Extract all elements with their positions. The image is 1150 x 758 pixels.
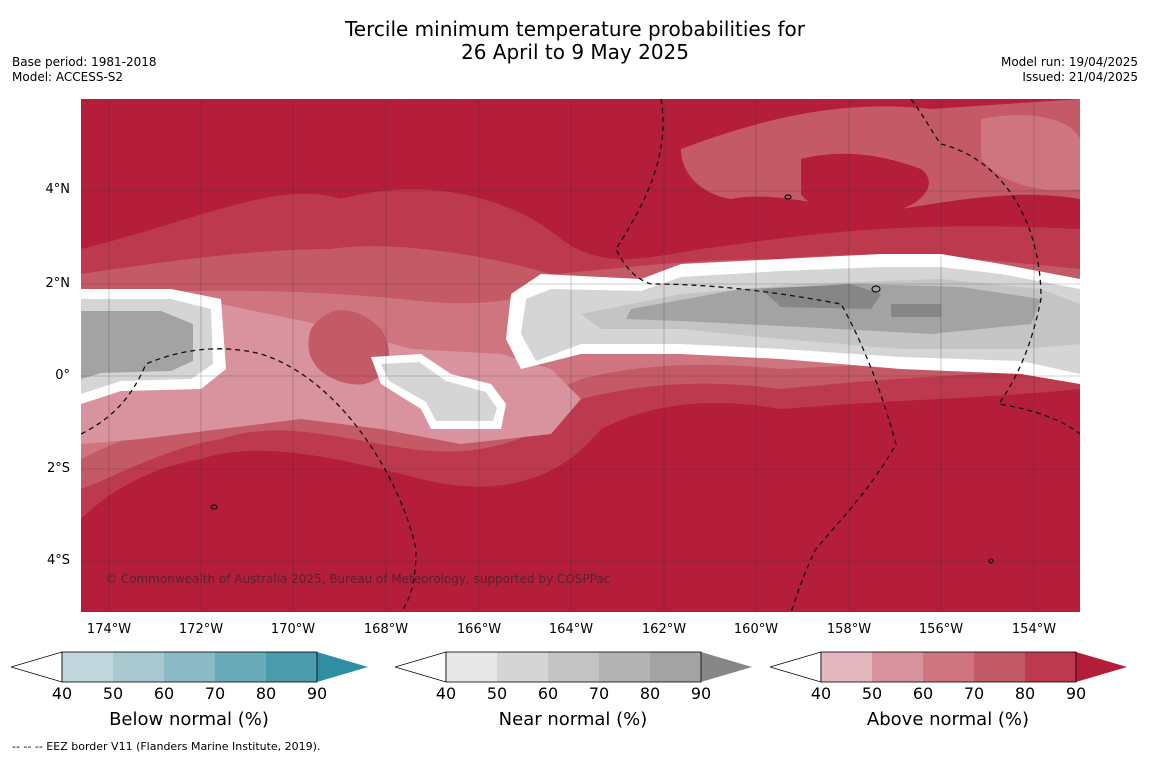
- eez-borders: [81, 99, 1080, 612]
- lon-label-172w: 172°W: [178, 622, 224, 637]
- colorbar-near-normal: [393, 651, 753, 687]
- swatch-near-80: [650, 652, 701, 682]
- tick-near-90: 90: [690, 684, 712, 703]
- model-run: Model run: 19/04/2025: [1000, 55, 1138, 69]
- colorbar-above-graphic: [768, 651, 1127, 683]
- near-normal-80: [626, 284, 1041, 334]
- lon-label-164w: 164°W: [548, 622, 594, 637]
- swatch-below-40: [62, 652, 113, 682]
- lat-label-4n: 4°N: [45, 182, 71, 197]
- chart-title: Tercile minimum temperature probabilitie…: [0, 18, 1150, 64]
- swatch-below-90: [317, 652, 368, 682]
- tick-near-70: 70: [588, 684, 610, 703]
- swatch-above-50: [872, 652, 923, 682]
- lat-label-4s: 4°S: [46, 553, 70, 568]
- swatch-near-60: [548, 652, 599, 682]
- tick-near-50: 50: [486, 684, 508, 703]
- lon-label-160w: 160°W: [733, 622, 779, 637]
- near-normal-90-patch: [891, 304, 941, 317]
- tick-above-70: 70: [963, 684, 985, 703]
- swatch-above-80: [1025, 652, 1076, 682]
- tick-below-50: 50: [102, 684, 124, 703]
- tick-above-50: 50: [861, 684, 883, 703]
- lon-label-158w: 158°W: [826, 622, 872, 637]
- colorbar-above-normal: [768, 651, 1128, 687]
- swatch-below-70: [215, 652, 266, 682]
- lon-label-154w: 154°W: [1011, 622, 1057, 637]
- meta-left: Base period: 1981-2018 Model: ACCESS-S2: [12, 55, 157, 85]
- tick-near-40: 40: [435, 684, 457, 703]
- lon-label-166w: 166°W: [456, 622, 502, 637]
- meta-right: Model run: 19/04/2025 Issued: 21/04/2025: [1001, 55, 1138, 85]
- islands: [210, 194, 994, 564]
- colorbar-below-normal: [9, 651, 369, 687]
- eez-footnote: -- -- -- EEZ border V11 (Flanders Marine…: [12, 740, 321, 753]
- tick-below-60: 60: [153, 684, 175, 703]
- swatch-above-90: [1076, 652, 1127, 682]
- title-line-2: 26 April to 9 May 2025: [461, 40, 689, 64]
- colorbar-above-label: Above normal (%): [866, 709, 1030, 730]
- tick-above-80: 80: [1014, 684, 1036, 703]
- region-above-90-north: [801, 153, 929, 215]
- region-above-70-north: [681, 99, 1080, 210]
- tick-below-80: 80: [255, 684, 277, 703]
- swatch-below-60: [164, 652, 215, 682]
- region-above-70-patch: [308, 310, 390, 385]
- near-normal-90: [761, 284, 881, 309]
- lon-label-168w: 168°W: [363, 622, 409, 637]
- tick-near-80: 80: [639, 684, 661, 703]
- near-normal-west-80: [81, 311, 193, 379]
- lat-label-equator: 0°: [55, 368, 70, 383]
- lon-label-174w: 174°W: [86, 622, 132, 637]
- swatch-below-80: [266, 652, 317, 682]
- probability-map: [81, 99, 1080, 612]
- tick-near-60: 60: [537, 684, 559, 703]
- map-canvas: [81, 99, 1080, 612]
- map-credit: © Commonwealth of Australia 2025, Bureau…: [105, 572, 611, 586]
- swatch-above-60: [923, 652, 974, 682]
- title-line-1: Tercile minimum temperature probabilitie…: [344, 17, 806, 41]
- lon-label-156w: 156°W: [918, 622, 964, 637]
- base-period: Base period: 1981-2018: [12, 55, 157, 69]
- tick-above-90: 90: [1065, 684, 1087, 703]
- colorbar-below-label: Below normal (%): [109, 709, 269, 730]
- tick-below-70: 70: [204, 684, 226, 703]
- near-normal-central-50: [381, 362, 497, 421]
- lon-label-170w: 170°W: [270, 622, 316, 637]
- tick-below-90: 90: [306, 684, 328, 703]
- region-above-60-ne: [981, 115, 1080, 191]
- tick-below-40: 40: [51, 684, 73, 703]
- swatch-near-90: [701, 652, 752, 682]
- issued-date: Issued: 21/04/2025: [1022, 70, 1138, 84]
- graticule: [81, 99, 1080, 612]
- lon-label-162w: 162°W: [641, 622, 687, 637]
- swatch-above-70: [974, 652, 1025, 682]
- swatch-near-40: [446, 652, 497, 682]
- lat-label-2s: 2°S: [46, 461, 70, 476]
- colorbar-below-graphic: [9, 651, 368, 683]
- model-name: Model: ACCESS-S2: [12, 70, 124, 84]
- colorbar-near-graphic: [393, 651, 752, 683]
- lat-label-2n: 2°N: [45, 276, 71, 291]
- swatch-near-50: [497, 652, 548, 682]
- swatch-near-70: [599, 652, 650, 682]
- tick-above-60: 60: [912, 684, 934, 703]
- swatch-above-40: [821, 652, 872, 682]
- colorbar-near-label: Near normal (%): [498, 709, 648, 730]
- tick-above-40: 40: [810, 684, 832, 703]
- swatch-below-50: [113, 652, 164, 682]
